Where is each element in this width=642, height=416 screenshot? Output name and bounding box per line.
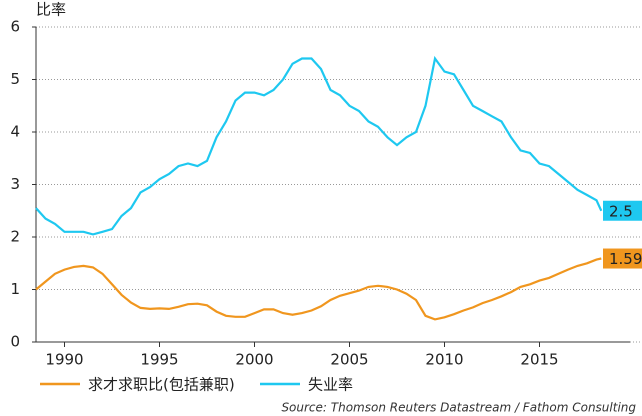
x-tick-label: 2000	[235, 351, 273, 369]
y-tick-label: 4	[10, 123, 20, 141]
series-line	[35, 257, 602, 321]
x-tick-label: 1990	[45, 351, 83, 369]
x-tick-label: 2015	[520, 351, 558, 369]
end-label-box	[603, 248, 642, 269]
end-label: 2.5	[609, 202, 633, 220]
end-label: 1.59	[609, 250, 642, 268]
legend-label: 失业率	[308, 376, 353, 394]
y-tick-label: 1	[10, 280, 20, 298]
y-tick-label: 5	[10, 70, 20, 88]
y-axis-label: 比率	[36, 1, 66, 19]
x-tick-label: 2005	[330, 351, 368, 369]
y-tick-label: 3	[10, 175, 20, 193]
legend-label: 求才求职比(包括兼职)	[88, 376, 235, 394]
end-label-box	[603, 200, 642, 221]
y-tick-label: 6	[10, 18, 20, 36]
source: Source: Thomson Reuters Datastream / Fat…	[281, 401, 636, 415]
y-tick-label: 2	[10, 228, 20, 246]
x-tick-label: 1995	[140, 351, 178, 369]
x-tick-label: 2010	[425, 351, 463, 369]
series-line	[35, 55, 603, 236]
y-tick-label: 0	[10, 333, 20, 351]
